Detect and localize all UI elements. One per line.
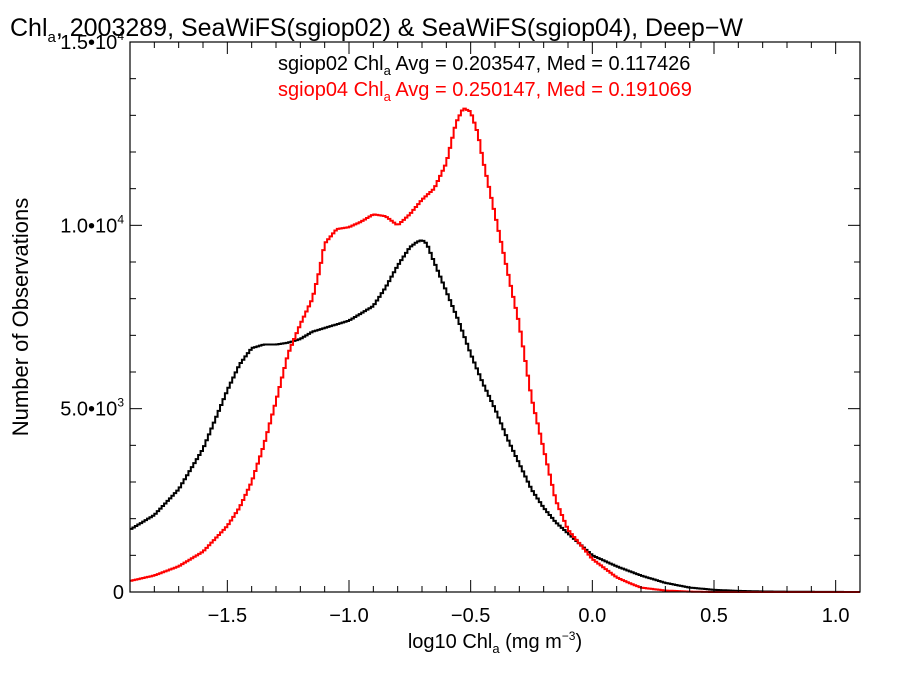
- x-axis-label: log10 Chla (mg m−3): [408, 629, 582, 656]
- y-tick-label: 1.5•104: [60, 29, 124, 54]
- series-layer: [130, 107, 860, 593]
- y-tick-label: 0: [113, 582, 124, 604]
- x-tick-label: −1.0: [329, 605, 368, 627]
- series-0-line: [130, 239, 860, 593]
- annotation-sgiop02: sgiop02 Chla Avg = 0.203547, Med = 0.117…: [278, 53, 690, 78]
- tick-layer: −1.5 −1.0 −0.5 0.0 0.5 1.0 0 5.0•103 1.0•104 1.5•…: [60, 29, 860, 627]
- chart-title: Chla, 2003289, SeaWiFS(sgiop02) & SeaWiF…: [10, 14, 743, 46]
- x-tick-label: 0.0: [578, 605, 606, 627]
- x-tick-label: −0.5: [451, 605, 490, 627]
- plot-area: −1.5 −1.0 −0.5 0.0 0.5 1.0 0 5.0•103 1.0•104 1.5•…: [60, 29, 861, 627]
- y-tick-label: 5.0•103: [60, 396, 124, 421]
- y-tick-label: 1.0•104: [60, 212, 124, 237]
- series-1-line: [130, 107, 860, 593]
- y-axis-label: Number of Observations: [8, 198, 33, 436]
- annotation-sgiop04: sgiop04 Chla Avg = 0.250147, Med = 0.191…: [278, 79, 692, 104]
- x-tick-label: −1.5: [208, 605, 247, 627]
- x-tick-label: 0.5: [700, 605, 728, 627]
- x-tick-label: 1.0: [822, 605, 850, 627]
